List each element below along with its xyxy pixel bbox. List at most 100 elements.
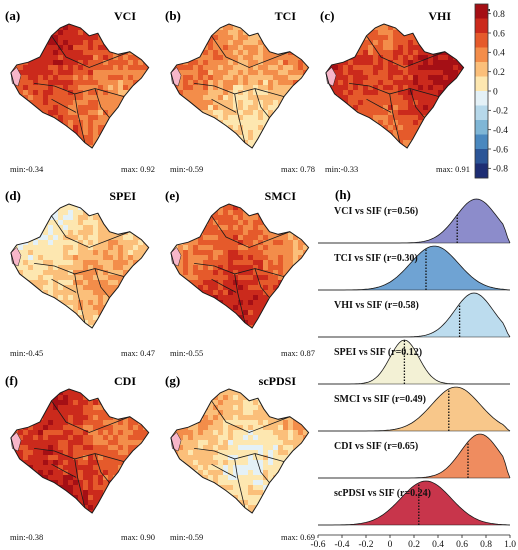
map-cell	[393, 50, 399, 56]
map-cell	[138, 60, 144, 66]
map-cell	[43, 215, 49, 221]
map-cell	[13, 295, 19, 301]
map-cell	[18, 140, 24, 146]
map-cell	[423, 50, 429, 56]
map-cell	[88, 295, 94, 301]
map-cell	[303, 135, 309, 141]
map-cell	[253, 285, 259, 291]
map-cell	[58, 480, 64, 486]
map-cell	[43, 140, 49, 146]
map-cell	[58, 70, 64, 76]
map-cell	[423, 55, 429, 61]
map-cell	[238, 295, 244, 301]
map-cell	[298, 205, 304, 211]
map-cell	[73, 475, 79, 481]
map-cell	[463, 50, 464, 56]
map-cell	[228, 325, 234, 328]
map-cell	[28, 405, 34, 411]
map-cell	[218, 125, 224, 131]
map-cell	[228, 105, 234, 111]
map-cell	[33, 445, 39, 451]
map-cell	[113, 125, 119, 131]
map-cell	[93, 515, 98, 520]
map-cell	[433, 140, 439, 146]
map-cell	[118, 145, 124, 148]
map-cell	[138, 65, 144, 71]
map-cell	[268, 285, 274, 291]
map-cell	[228, 150, 233, 155]
map-cell	[248, 205, 254, 211]
map-cell	[258, 320, 264, 326]
map-cell	[108, 245, 114, 251]
map-cell	[13, 45, 19, 51]
map-cell	[58, 215, 64, 221]
map-cell	[358, 100, 364, 106]
map-cell	[143, 270, 149, 276]
map-cell	[238, 305, 244, 311]
map-cell	[183, 285, 189, 291]
map-cell	[183, 390, 189, 396]
map-cell	[113, 75, 119, 81]
map-cell	[243, 100, 249, 106]
map-cell	[203, 255, 209, 261]
map-cell	[218, 105, 224, 111]
map-cell	[23, 435, 29, 441]
map-cell	[28, 435, 34, 441]
map-cell	[10, 55, 14, 61]
map-cell	[88, 275, 94, 281]
map-cell	[283, 65, 289, 71]
map-cell	[143, 125, 149, 131]
map-cell	[183, 210, 189, 216]
map-cell	[138, 140, 144, 146]
map-cell	[193, 395, 199, 401]
map-cell	[253, 295, 259, 301]
map-cell	[88, 45, 94, 51]
map-cell	[123, 280, 129, 286]
map-cell	[198, 389, 204, 391]
panel-label-c: (c)	[320, 8, 334, 23]
map-cell	[113, 400, 119, 406]
map-cell	[248, 250, 254, 256]
map-cell	[43, 445, 49, 451]
map-cell	[33, 270, 39, 276]
map-cell	[108, 285, 114, 291]
map-cell	[53, 320, 59, 326]
map-cell	[293, 290, 299, 296]
map-cell	[63, 460, 69, 466]
map-cell	[243, 120, 249, 126]
map-cell	[188, 145, 194, 148]
map-cell	[238, 120, 244, 126]
map-cell	[103, 440, 109, 446]
map-cell	[63, 235, 69, 241]
map-cell	[43, 205, 49, 211]
map-cell	[73, 145, 79, 148]
map-cell	[213, 204, 219, 206]
map-cell	[233, 270, 239, 276]
map-cell	[123, 215, 129, 221]
map-cell	[38, 389, 44, 391]
map-cell	[223, 280, 229, 286]
map-cell	[263, 320, 269, 326]
map-cell	[43, 425, 49, 431]
map-cell	[118, 125, 124, 131]
map-cell	[243, 110, 249, 116]
map-cell	[18, 45, 24, 51]
map-cell	[38, 395, 44, 401]
map-cell	[10, 235, 14, 241]
map-cell	[273, 105, 279, 111]
map-cell	[303, 265, 309, 271]
map-cell	[123, 240, 129, 246]
map-cell	[138, 395, 144, 401]
map-cell	[188, 390, 194, 396]
map-cell	[228, 210, 234, 216]
map-cell	[373, 140, 379, 146]
map-cell	[128, 435, 134, 441]
map-cell	[198, 330, 203, 335]
map-cell	[198, 95, 204, 101]
map-cell	[133, 90, 139, 96]
map-cell	[293, 410, 299, 416]
map-cell	[78, 460, 84, 466]
map-panel-cdi: (f) CDI min:-0.38 max: 0.90	[5, 373, 155, 542]
map-cell	[123, 255, 129, 261]
map-cell	[288, 45, 294, 51]
